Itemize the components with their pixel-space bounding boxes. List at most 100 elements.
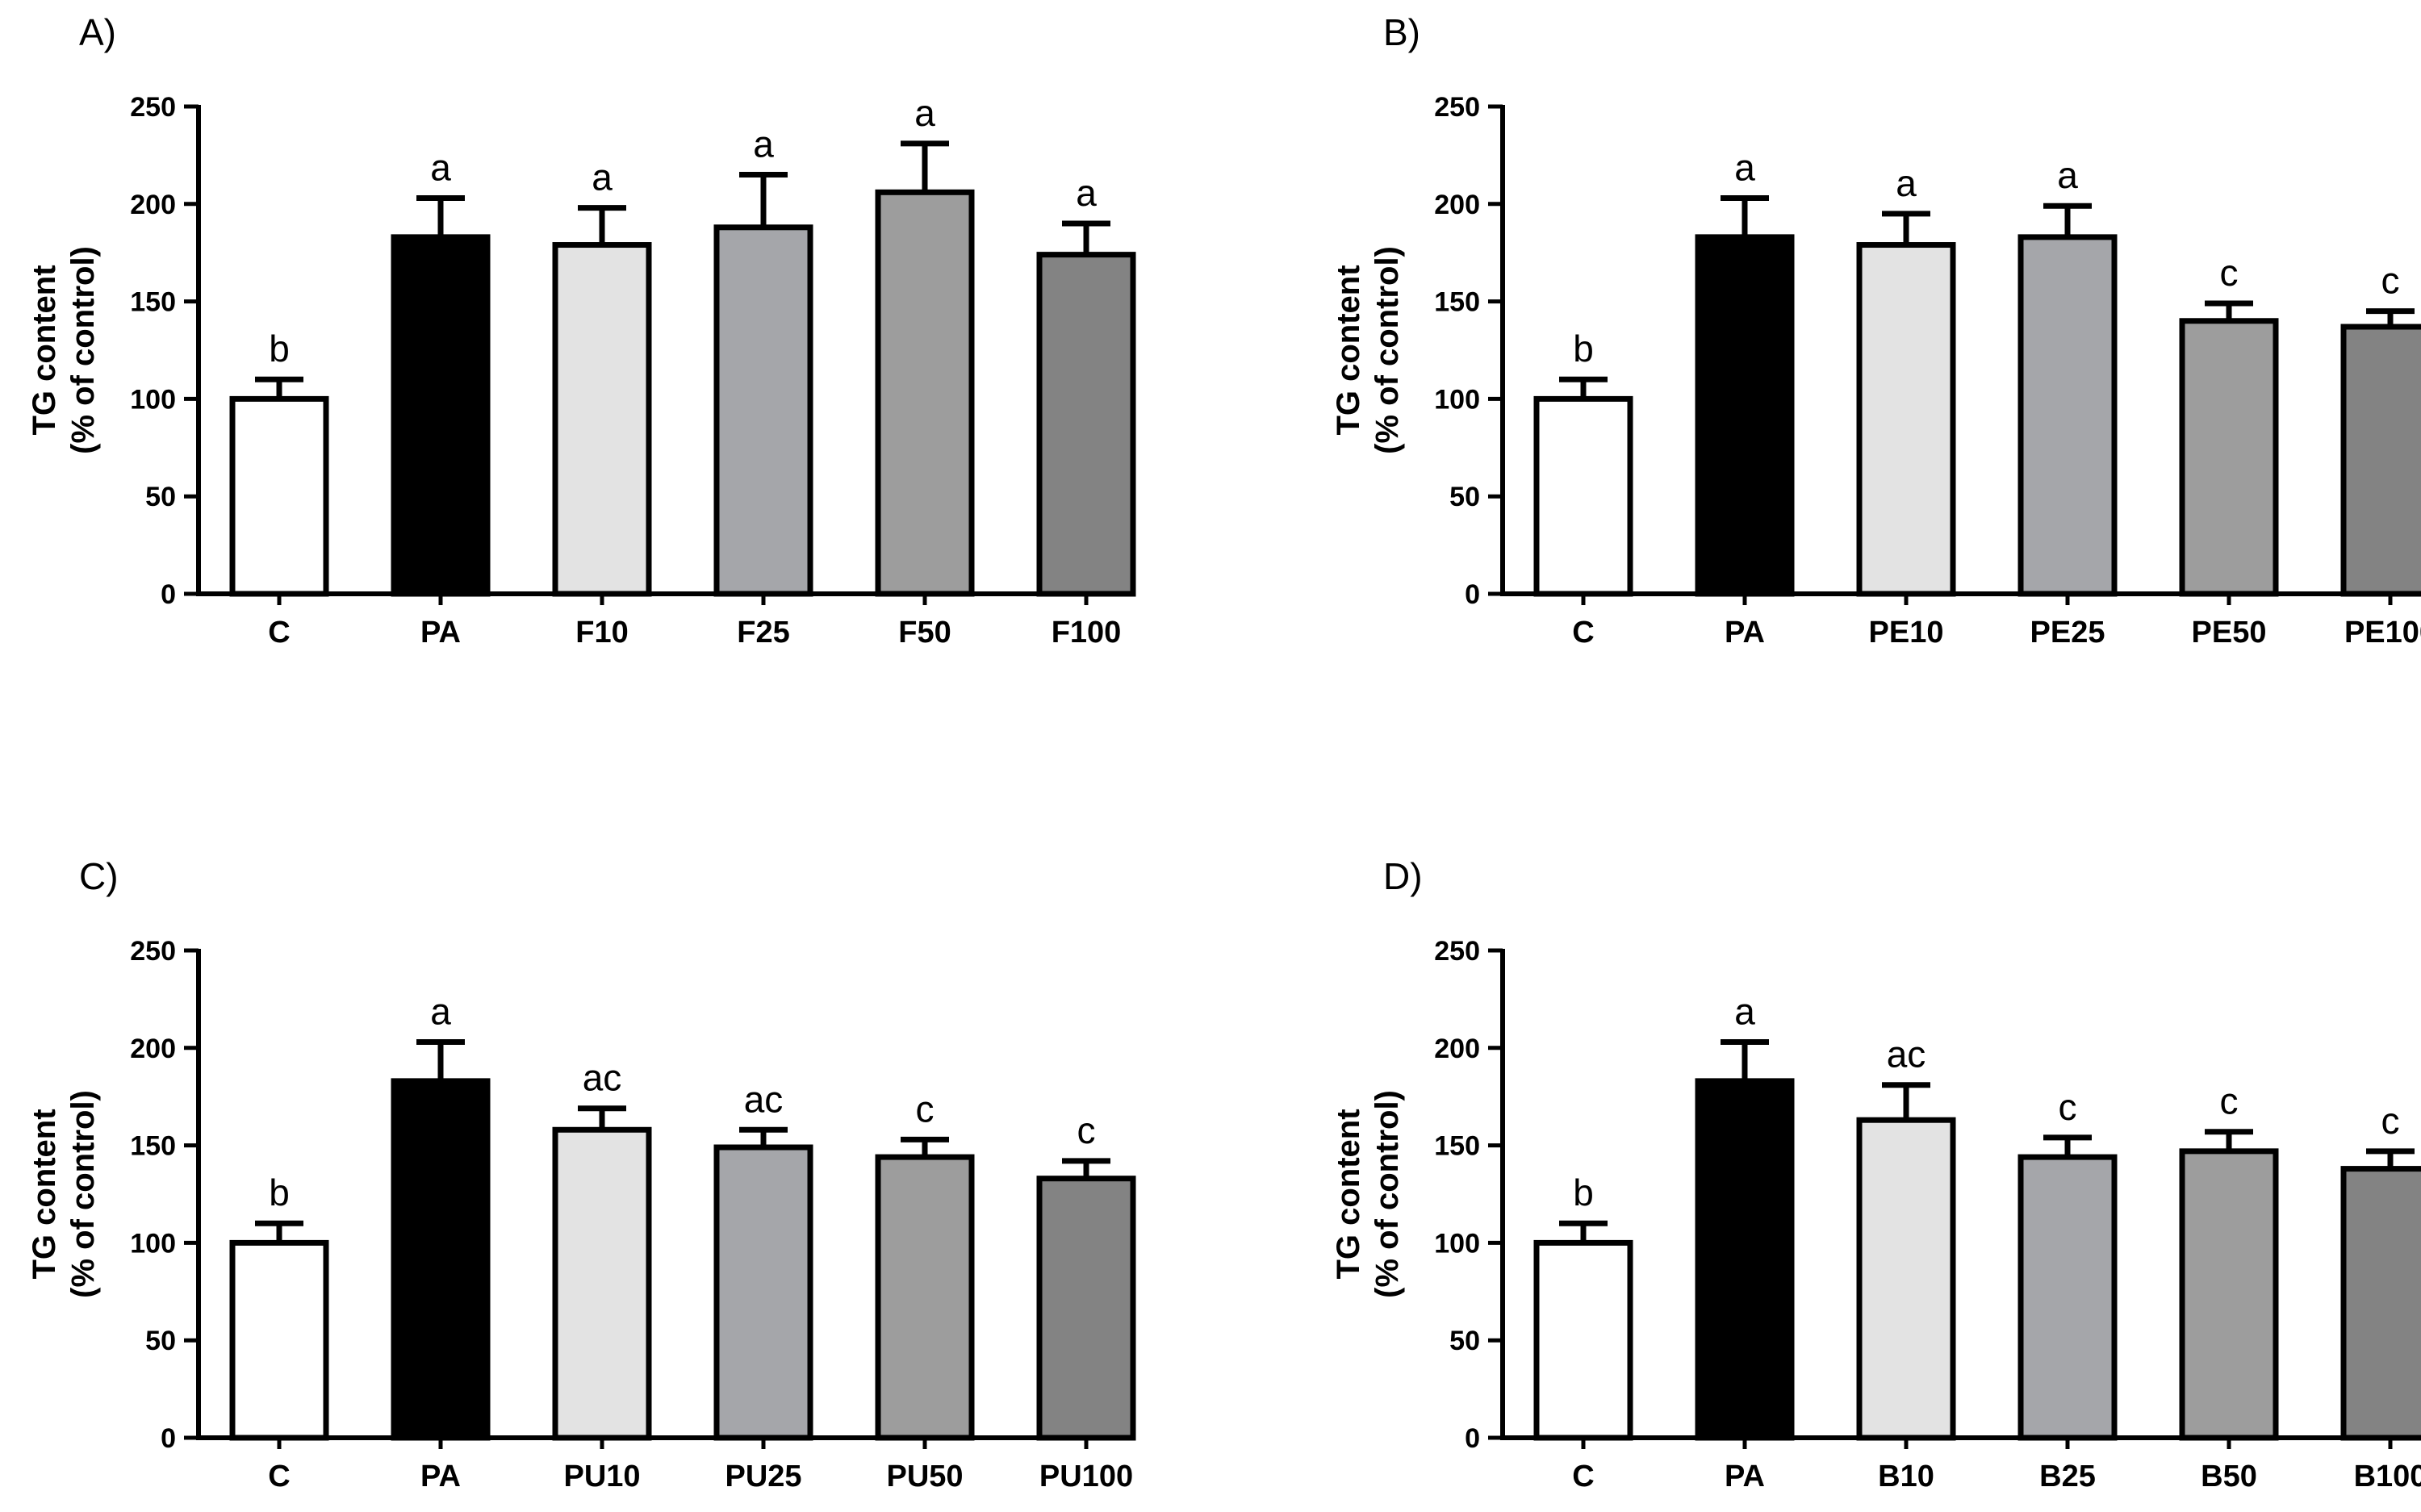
y-tick-label: 100 — [130, 384, 176, 415]
significance-label: ac — [583, 1057, 622, 1099]
bar-PA — [1695, 234, 1795, 597]
chart-panel-3: D) TG content (% of control) b Ca PA ac B10 c B25… — [1331, 855, 2421, 1493]
bar-C — [229, 1239, 329, 1441]
y-axis-label-line1: TG content — [27, 1109, 62, 1279]
significance-label: ac — [744, 1078, 784, 1120]
bar-PE100 — [2340, 324, 2421, 597]
significance-label: a — [592, 157, 613, 198]
y-tick-label: 100 — [130, 1228, 176, 1259]
bar-PA — [391, 1078, 491, 1441]
panel-label: C) — [79, 855, 119, 897]
significance-label: ac — [1887, 1034, 1926, 1076]
y-axis-label: TG content (% of control) — [1331, 1090, 1405, 1298]
y-tick-label: 100 — [1434, 384, 1480, 415]
x-tick-label: PE50 — [2192, 616, 2267, 649]
significance-label: c — [2220, 252, 2239, 294]
y-tick-label: 250 — [1434, 92, 1480, 123]
y-axis-label-line2: (% of control) — [1369, 1090, 1405, 1298]
panel-label: B) — [1383, 11, 1420, 53]
significance-label: a — [1076, 172, 1097, 214]
x-tick-label: PE25 — [2030, 616, 2105, 649]
bar-F25 — [713, 224, 813, 597]
x-tick-label: F100 — [1052, 616, 1122, 649]
y-axis-label-line2: (% of control) — [1369, 246, 1405, 454]
bar-C — [1533, 395, 1633, 597]
y-tick-label: 50 — [145, 1326, 176, 1356]
significance-label: a — [753, 123, 774, 165]
chart-panel-1: B) TG content (% of control) b Ca PA a PE10 a PE2… — [1331, 11, 2421, 649]
x-tick-label: PU25 — [725, 1460, 801, 1493]
significance-label: b — [1573, 1172, 1594, 1213]
y-tick-label: 0 — [1465, 579, 1480, 610]
x-tick-label: C — [1572, 1460, 1594, 1493]
y-tick-label: 250 — [130, 936, 176, 967]
bar-PU100 — [1036, 1176, 1136, 1441]
bar-PE50 — [2179, 318, 2279, 597]
y-axis-label: TG content (% of control) — [27, 1090, 101, 1298]
significance-label: c — [916, 1088, 935, 1130]
significance-label: c — [1077, 1109, 1096, 1151]
y-tick-label: 0 — [161, 579, 176, 610]
significance-label: a — [430, 991, 451, 1033]
significance-label: a — [914, 92, 935, 134]
y-axis-label: TG content (% of control) — [27, 246, 101, 454]
bar-C — [229, 395, 329, 597]
y-axis-label-line1: TG content — [27, 265, 62, 435]
significance-label: a — [2057, 154, 2078, 196]
significance-label: a — [1734, 147, 1755, 189]
y-tick-label: 50 — [145, 482, 176, 512]
bar-F50 — [875, 189, 975, 597]
bar-PU50 — [875, 1154, 975, 1441]
y-tick-label: 150 — [1434, 1131, 1480, 1162]
bar-C — [1533, 1239, 1633, 1441]
x-tick-label: B25 — [2039, 1460, 2096, 1493]
bar-B10 — [1856, 1117, 1956, 1441]
bar-F100 — [1036, 252, 1136, 597]
x-tick-label: PA — [1725, 616, 1765, 649]
significance-label: c — [2220, 1080, 2239, 1122]
y-axis-label-line2: (% of control) — [65, 1090, 101, 1298]
bar-PE25 — [2018, 234, 2118, 597]
x-tick-label: B50 — [2201, 1460, 2257, 1493]
chart-panel-0: A) TG content (% of control) b Ca PA a F10 a F25 a… — [27, 11, 1136, 649]
significance-label: b — [269, 328, 290, 370]
chart-panel-2: C) TG content (% of control) b Ca PA ac PU10 ac P… — [27, 855, 1136, 1493]
significance-label: a — [1734, 991, 1755, 1033]
bar-PU10 — [552, 1126, 652, 1441]
y-tick-label: 200 — [130, 190, 176, 220]
bar-B100 — [2340, 1166, 2421, 1441]
y-tick-label: 0 — [161, 1423, 176, 1454]
x-tick-label: PA — [420, 1460, 461, 1493]
x-tick-label: PU10 — [563, 1460, 640, 1493]
x-tick-label: B100 — [2354, 1460, 2421, 1493]
x-tick-label: PA — [420, 616, 461, 649]
bar-PA — [1695, 1078, 1795, 1441]
y-tick-label: 50 — [1449, 482, 1480, 512]
y-tick-label: 0 — [1465, 1423, 1480, 1454]
y-tick-label: 200 — [1434, 1034, 1480, 1064]
panel-label: A) — [79, 11, 116, 53]
y-axis-label: TG content (% of control) — [1331, 246, 1405, 454]
y-tick-label: 50 — [1449, 1326, 1480, 1356]
bar-B25 — [2018, 1154, 2118, 1441]
x-tick-label: PU100 — [1039, 1460, 1133, 1493]
y-axis-label-line1: TG content — [1331, 265, 1366, 435]
y-axis-label-line2: (% of control) — [65, 246, 101, 454]
y-tick-label: 150 — [130, 287, 176, 318]
x-tick-label: C — [268, 1460, 290, 1493]
significance-label: c — [2059, 1086, 2077, 1128]
bar-B50 — [2179, 1148, 2279, 1441]
significance-label: a — [1896, 162, 1917, 204]
significance-label: c — [2381, 260, 2400, 302]
x-tick-label: PA — [1725, 1460, 1765, 1493]
bar-PA — [391, 234, 491, 597]
y-axis-label-line1: TG content — [1331, 1109, 1366, 1279]
x-tick-label: PE10 — [1869, 616, 1944, 649]
significance-label: c — [2381, 1100, 2400, 1142]
panel-label: D) — [1383, 855, 1423, 897]
y-tick-label: 150 — [1434, 287, 1480, 318]
bar-F10 — [552, 242, 652, 597]
y-tick-label: 200 — [1434, 190, 1480, 220]
y-tick-label: 250 — [130, 92, 176, 123]
